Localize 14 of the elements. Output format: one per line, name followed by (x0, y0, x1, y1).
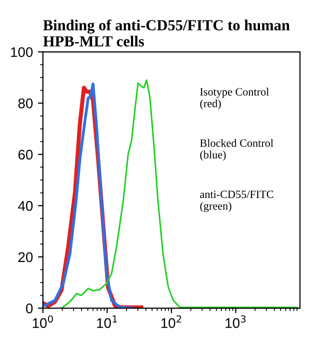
y-tick-label: 40 (18, 200, 33, 211)
y-tick-label: 80 (18, 98, 33, 108)
x-tick-label: 10$^{0}$ (32, 315, 53, 328)
annotation: Isotype Control (red) (200, 88, 269, 110)
x-tick-label: 10$^{3}$ (226, 315, 246, 328)
y-tick-label: 100 (11, 47, 33, 58)
y-tick-label: 20 (18, 252, 33, 262)
y-tick-label: 60 (18, 150, 33, 160)
x-tick-label: 10$^{1}$ (97, 315, 117, 328)
chart-title: Binding of anti-CD55/FITC to human HPB-MLT cells (43, 19, 290, 46)
annotation: anti-CD55/FITC (green) (200, 190, 274, 212)
x-tick-label: 10$^{2}$ (161, 315, 182, 328)
y-tick-label: 0 (26, 304, 33, 314)
annotation: Blocked Control (blue) (200, 139, 274, 161)
